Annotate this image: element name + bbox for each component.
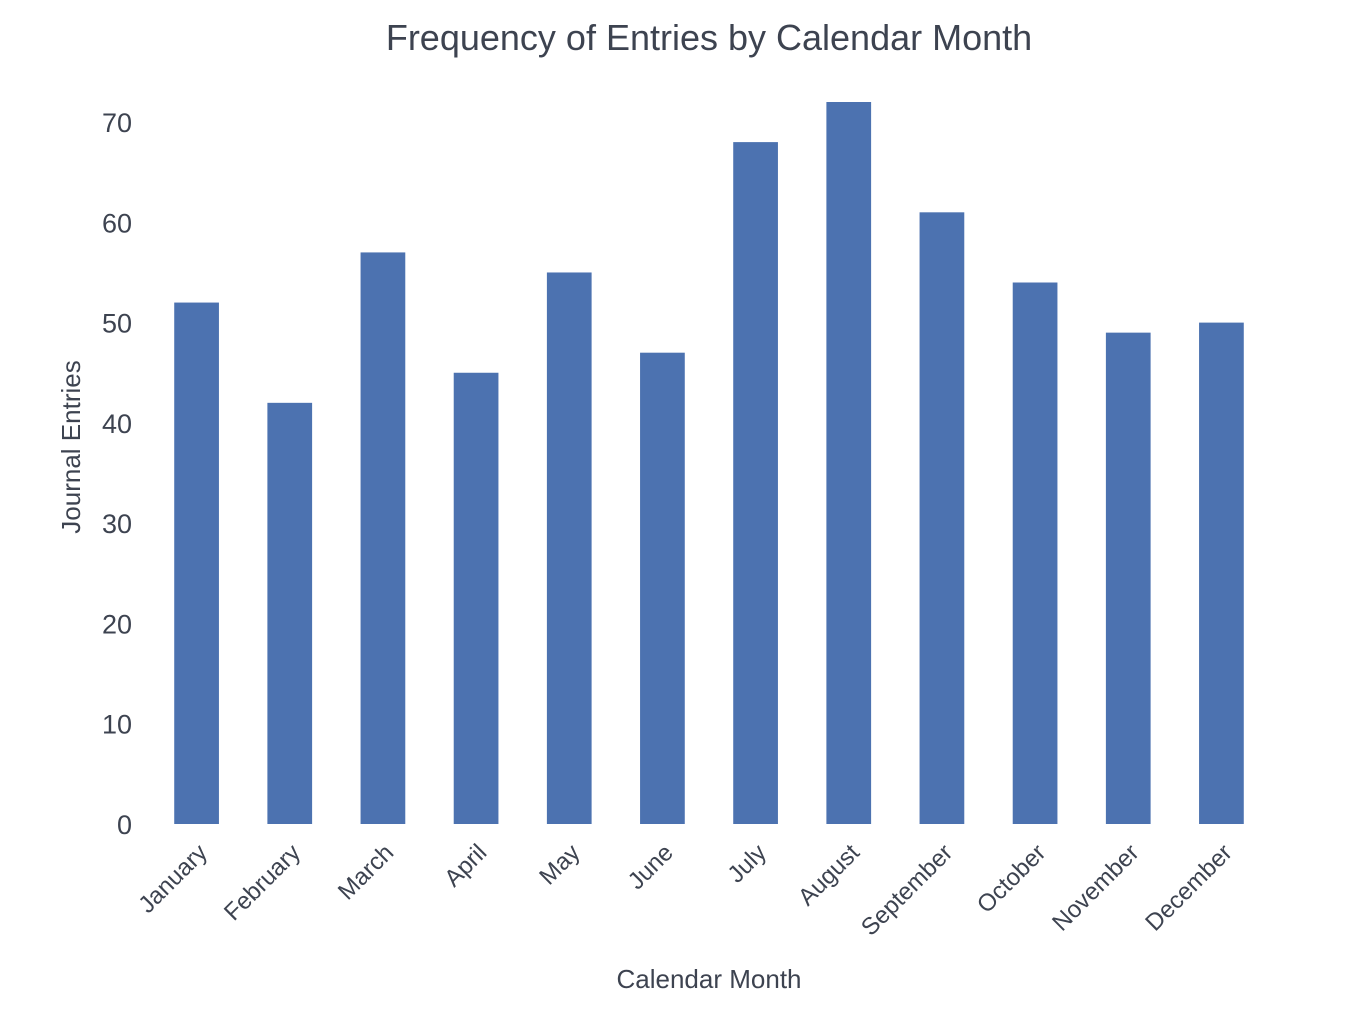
y-tick-label: 60 [102, 208, 132, 238]
x-tick-label: December [1140, 839, 1237, 936]
y-tick-label: 10 [102, 710, 132, 740]
x-tick-labels: January February March April May June July Augu… [133, 839, 1237, 941]
x-tick-label: July [723, 839, 772, 888]
x-tick-label: February [219, 839, 306, 926]
y-tick-label: 40 [102, 409, 132, 439]
y-tick-label: 30 [102, 509, 132, 539]
x-tick-label: April [439, 839, 492, 892]
x-axis-label: Calendar Month [617, 964, 802, 994]
bar-january [174, 302, 219, 824]
y-tick-labels: 0 10 20 30 40 50 60 70 [102, 108, 132, 840]
y-tick-label: 50 [102, 309, 132, 339]
bar-may [546, 272, 592, 825]
bar-september [919, 212, 965, 824]
x-tick-label: January [133, 839, 212, 918]
y-axis-label: Journal Entries [56, 360, 86, 533]
bar-august [826, 102, 872, 824]
x-tick-label: October [972, 839, 1051, 918]
chart-title: Frequency of Entries by Calendar Month [386, 17, 1032, 58]
x-tick-label: August [793, 839, 865, 911]
bar-february [267, 402, 313, 824]
bar-june [640, 352, 685, 824]
bar-july [733, 142, 778, 825]
x-tick-label: November [1047, 839, 1144, 936]
x-tick-label: March [333, 839, 399, 905]
bar-march [360, 252, 406, 825]
bars-group [174, 102, 1244, 825]
bar-december [1199, 322, 1244, 824]
x-tick-label: June [623, 839, 679, 895]
x-tick-label: May [534, 839, 585, 890]
bar-october [1012, 282, 1058, 824]
y-tick-label: 0 [117, 810, 132, 840]
bar-november [1105, 332, 1151, 824]
y-tick-label: 20 [102, 609, 132, 639]
y-tick-label: 70 [102, 108, 132, 138]
x-tick-label: September [856, 839, 958, 941]
bar-april [453, 372, 499, 824]
